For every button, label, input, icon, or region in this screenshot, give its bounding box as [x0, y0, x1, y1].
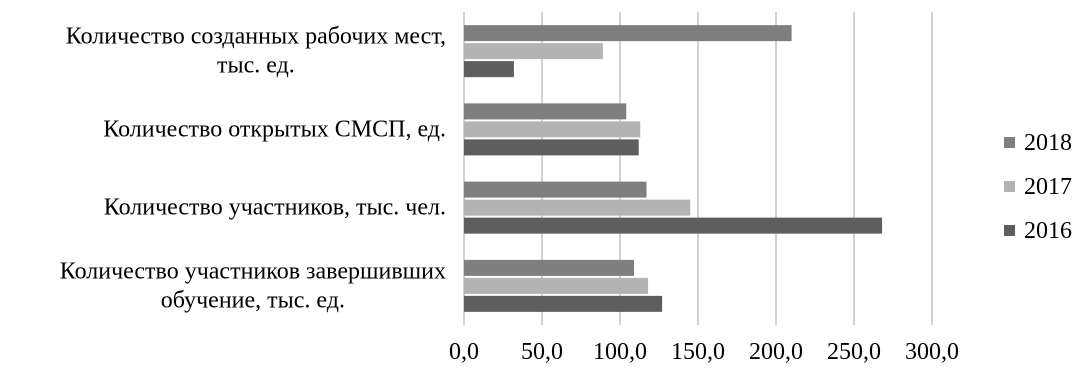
x-tick-label-5: 250,0: [827, 339, 881, 365]
bar-2017-cat-0: [464, 43, 603, 60]
bar-2018-cat-1: [464, 103, 627, 120]
legend-label-2017: 2017: [1024, 174, 1072, 200]
category-label-0-line-0: Количество созданных рабочих мест,: [66, 24, 446, 50]
bar-2018-cat-3: [464, 259, 635, 276]
bar-2016-cat-3: [464, 295, 663, 312]
x-tick-label-0: 0,0: [449, 339, 479, 365]
legend-swatch-2018: [1004, 137, 1015, 148]
x-tick-label-2: 100,0: [593, 339, 647, 365]
x-tick-label-3: 150,0: [671, 339, 725, 365]
bar-2016-cat-0: [464, 61, 514, 78]
category-label-1: Количество открытых СМСП, ед.: [103, 116, 446, 142]
bar-2016-cat-1: [464, 139, 639, 156]
bar-2018-cat-2: [464, 181, 647, 198]
bar-2017-cat-1: [464, 121, 641, 138]
x-tick-label-1: 50,0: [521, 339, 563, 365]
x-tick-label-4: 200,0: [749, 339, 803, 365]
category-label-0-line-1: тыс. ед.: [217, 53, 295, 79]
bar-2017-cat-2: [464, 199, 691, 216]
bar-2016-cat-2: [464, 217, 883, 234]
category-label-3-line-0: Количество участников завершивших: [60, 258, 446, 284]
category-label-2: Количество участников, тыс. чел.: [104, 195, 446, 221]
category-label-1-line-0: Количество открытых СМСП, ед.: [103, 116, 446, 142]
category-label-3-line-1: обучение, тыс. ед.: [161, 287, 345, 313]
category-label-3: Количество участников завершивших обучени…: [60, 258, 446, 313]
legend-label-2018: 2018: [1024, 130, 1072, 156]
x-tick-label-6: 300,0: [905, 339, 959, 365]
legend-swatch-2017: [1004, 181, 1015, 192]
legend-label-2016: 2016: [1024, 218, 1072, 244]
legend-swatch-2016: [1004, 225, 1015, 236]
bar-2017-cat-3: [464, 277, 649, 294]
category-label-2-line-0: Количество участников, тыс. чел.: [104, 195, 446, 221]
category-label-0: Количество созданных рабочих мест, тыс. е…: [66, 24, 446, 79]
bar-2018-cat-0: [464, 25, 792, 42]
